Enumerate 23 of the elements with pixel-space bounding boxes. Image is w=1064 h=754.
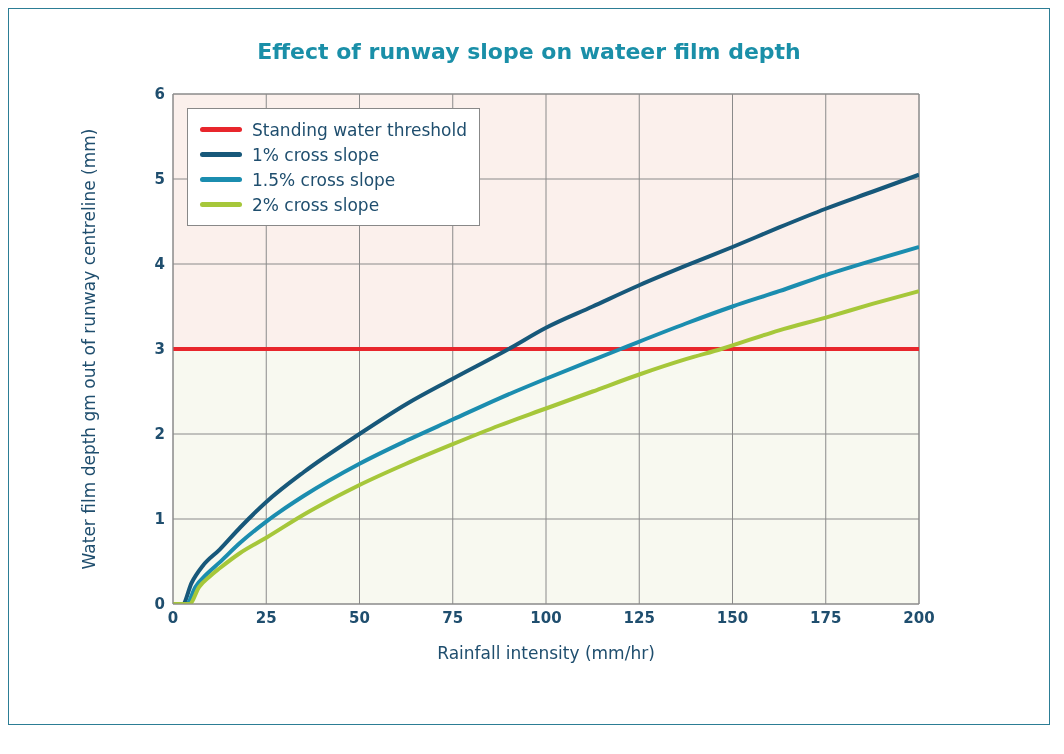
chart-title: Effect of runway slope on wateer film depth: [256, 38, 802, 66]
x-tick-label: 0: [167, 608, 179, 627]
y-tick-label: 5: [154, 170, 165, 189]
x-tick-label: 100: [530, 608, 562, 627]
legend-label: 1.5% cross slope: [252, 169, 396, 190]
y-tick-label: 3: [154, 340, 165, 359]
y-axis-title: Water film depth gm out of runway centreline (mm): [79, 128, 100, 570]
x-axis-title: Rainfall intensity (mm/hr): [437, 643, 655, 663]
y-tick-label: 1: [154, 510, 165, 529]
x-tick-label: 75: [442, 608, 464, 627]
x-tick-label: 200: [903, 608, 935, 627]
x-tick-label: 50: [349, 608, 370, 627]
legend-label: 2% cross slope: [252, 194, 380, 215]
x-tick-label: 175: [810, 608, 842, 627]
y-tick-label: 2: [154, 425, 165, 444]
legend-label: Standing water threshold: [252, 119, 468, 140]
x-tick-label: 25: [255, 608, 277, 627]
y-tick-label: 6: [154, 85, 165, 104]
legend-label: 1% cross slope: [252, 144, 380, 165]
y-tick-label: 4: [154, 255, 165, 274]
x-tick-label: 125: [623, 608, 655, 627]
x-tick-label: 150: [716, 608, 749, 627]
y-tick-label: 0: [154, 595, 165, 614]
